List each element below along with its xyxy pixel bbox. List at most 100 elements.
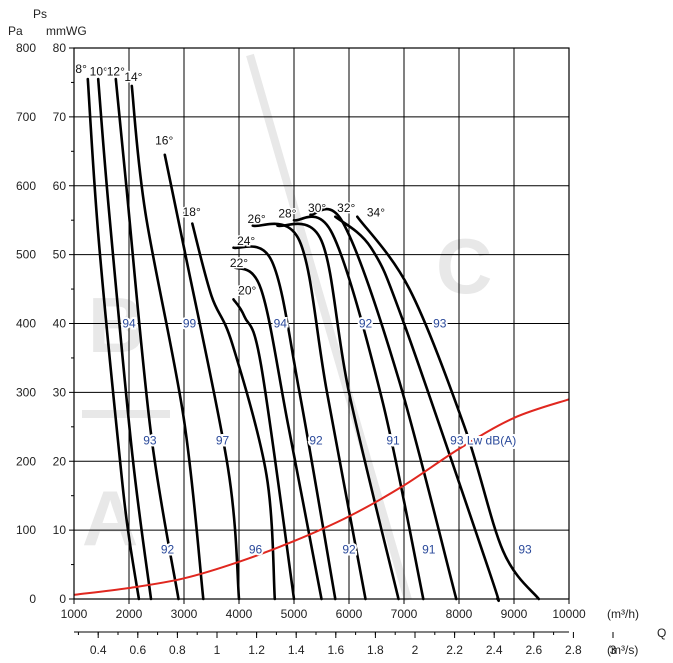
blade-angle-curve: [191, 222, 277, 601]
y-tick-label-mmwg: 10: [53, 523, 67, 537]
noise-level-label: 92: [309, 434, 323, 448]
y-tick-label-pa: 500: [16, 248, 36, 262]
y-tick-label-pa: 800: [16, 41, 36, 55]
noise-level-label: 97: [216, 434, 230, 448]
blade-angle-curve: [96, 77, 153, 601]
x-tick-label-m3s: 1.8: [367, 643, 384, 657]
noise-level-label: 93: [433, 317, 447, 331]
y-tick-label-mmwg: 20: [53, 454, 67, 468]
blade-angle-curve: [232, 265, 323, 601]
blade-angle-curve: [232, 298, 296, 601]
x-tick-label-m3s: 0.4: [90, 643, 107, 657]
x-tick-label-m3h: 3000: [171, 607, 198, 621]
x-tick-label-m3s: 1.4: [288, 643, 305, 657]
noise-level-label: 92: [342, 542, 356, 556]
x-tick-label-m3h: 8000: [446, 607, 473, 621]
blade-angle-label: 8°: [75, 62, 87, 76]
blade-angle-curve: [130, 84, 205, 601]
plot-frame: [73, 47, 570, 600]
y-tick-label-pa: 600: [16, 179, 36, 193]
blade-angle-curve: [334, 215, 500, 603]
x-tick-label-m3h: 7000: [391, 607, 418, 621]
axes: 1000 2000 3000 4000 5000 6000 7000 8000 9000 1000…: [16, 41, 617, 657]
noise-level-label: 93 Lw dB(A): [450, 434, 516, 448]
y-tick-label-mmwg: 70: [53, 110, 67, 124]
y-tick-label-mmwg: 0: [59, 592, 66, 606]
y-tick-label-pa: 0: [29, 592, 36, 606]
blade-angle-label: 28°: [278, 206, 296, 220]
x-tick-label-m3s: 2.6: [525, 643, 542, 657]
x-tick-label-m3h: 2000: [116, 607, 143, 621]
blade-angle-label: 22°: [230, 256, 248, 270]
x-tick-label-m3s: 2.2: [446, 643, 463, 657]
system-curve: [73, 398, 570, 596]
x-axis-unit-m3h: (m³/h): [607, 607, 639, 621]
noise-level-label: 92: [161, 542, 175, 556]
noise-level-label: 91: [422, 542, 436, 556]
y-tick-label-pa: 100: [16, 523, 36, 537]
region-divider-diagonal: [246, 53, 412, 602]
region-letter-c: C: [436, 222, 492, 310]
noise-level-label: 92: [359, 317, 373, 331]
curve-labels: 8° 10°12° 14° 16° 18° 20° 22° 24° 26° 28° 30° 32° 34…: [74, 60, 534, 558]
noise-level-label: 94: [122, 317, 136, 331]
noise-level-label: 94: [274, 317, 288, 331]
blade-angle-label: 24°: [237, 234, 255, 248]
y-tick-label-pa: 300: [16, 385, 36, 399]
x-tick-label-m3s: 1.2: [248, 643, 265, 657]
blade-angle-label: 30°: [308, 201, 326, 215]
noise-level-label: 91: [386, 434, 400, 448]
y-tick-label-mmwg: 50: [53, 248, 67, 262]
blade-angle-curve: [309, 207, 458, 601]
blade-angle-label: 12°: [107, 65, 125, 79]
blade-angle-label: 26°: [248, 212, 266, 226]
x-tick-label-m3s: 1.6: [327, 643, 344, 657]
noise-level-label: 93: [518, 542, 532, 556]
x-axis-title-q: Q: [657, 626, 666, 640]
blade-angle-curve: [356, 215, 541, 601]
blade-angle-label: 10°: [90, 65, 108, 79]
y-tick-label-pa: 400: [16, 317, 36, 331]
x-axis-unit-m3s: (m³/s): [607, 643, 638, 657]
blade-angle-label: 16°: [155, 133, 173, 147]
x-tick-label-m3h: 1000: [61, 607, 88, 621]
blade-angle-curve: [232, 245, 337, 601]
x-tick-label-m3s: 2.8: [565, 643, 582, 657]
y-axis-unit-mmwg: mmWG: [46, 24, 87, 38]
y-tick-label-pa: 700: [16, 110, 36, 124]
x-tick-label-m3s: 3: [610, 643, 617, 657]
x-tick-label-m3h: 9000: [501, 607, 528, 621]
x-tick-label-m3s: 2: [412, 643, 419, 657]
blade-angle-curve: [163, 153, 241, 601]
y-tick-label-mmwg: 40: [53, 317, 67, 331]
x-tick-label-m3s: 0.6: [129, 643, 146, 657]
y-tick-label-mmwg: 30: [53, 385, 67, 399]
x-tick-label-m3h: 5000: [281, 607, 308, 621]
system-resistance-curve: [73, 398, 570, 596]
y-tick-label-mmwg: 60: [53, 179, 67, 193]
blade-angle-label: 20°: [238, 284, 256, 298]
blade-angle-label: 18°: [183, 205, 201, 219]
blade-angle-curve: [114, 77, 180, 601]
blade-angle-curve: [86, 77, 141, 601]
y-tick-label-pa: 200: [16, 454, 36, 468]
x-tick-label-m3s: 2.4: [486, 643, 503, 657]
x-tick-label-m3h: 10000: [552, 607, 586, 621]
x-tick-label-m3s: 1: [214, 643, 221, 657]
blade-angle-label: 34°: [367, 206, 385, 220]
blade-angle-curve: [292, 215, 425, 601]
blade-angle-label: 14°: [124, 70, 142, 84]
x-tick-label-m3s: 0.8: [169, 643, 186, 657]
noise-level-label: 99: [183, 317, 197, 331]
blade-angle-curve: [276, 222, 400, 601]
blade-angle-curves: [86, 77, 541, 603]
y-tick-label-mmwg: 80: [53, 41, 67, 55]
noise-level-label: 93: [143, 434, 157, 448]
x-tick-label-m3h: 6000: [336, 607, 363, 621]
y-axis-title-ps: Ps: [33, 7, 47, 21]
y-axis-unit-pa: Pa: [8, 24, 23, 38]
blade-angle-label: 32°: [337, 201, 355, 215]
noise-level-label: 96: [249, 542, 263, 556]
x-tick-label-m3h: 4000: [226, 607, 253, 621]
